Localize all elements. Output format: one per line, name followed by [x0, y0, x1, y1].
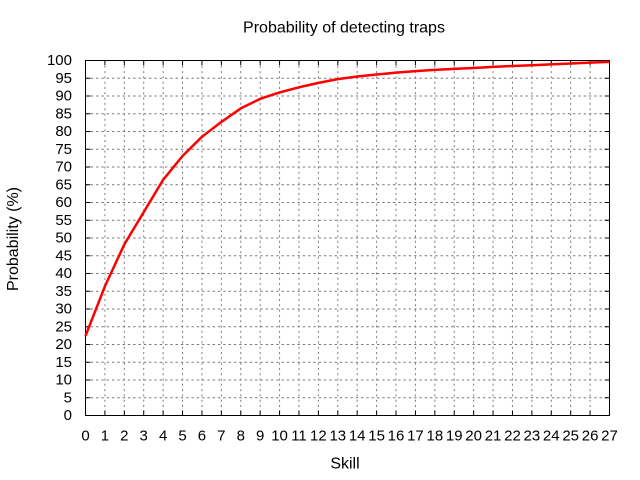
svg-text:8: 8 [237, 428, 245, 445]
svg-text:90: 90 [55, 88, 72, 105]
svg-text:55: 55 [55, 212, 72, 229]
svg-text:5: 5 [64, 389, 72, 406]
svg-text:100: 100 [47, 52, 72, 69]
svg-text:Skill: Skill [330, 456, 359, 473]
svg-text:75: 75 [55, 141, 72, 158]
svg-text:21: 21 [485, 428, 502, 445]
svg-text:60: 60 [55, 194, 72, 211]
svg-text:11: 11 [291, 428, 307, 445]
svg-text:14: 14 [349, 428, 366, 445]
svg-text:85: 85 [55, 105, 72, 122]
svg-text:70: 70 [55, 159, 72, 176]
svg-text:Probability of detecting traps: Probability of detecting traps [243, 19, 445, 36]
svg-text:65: 65 [55, 176, 72, 193]
svg-text:20: 20 [55, 336, 72, 353]
svg-text:2: 2 [120, 428, 128, 445]
svg-text:0: 0 [64, 407, 72, 424]
svg-text:40: 40 [55, 265, 72, 282]
svg-text:15: 15 [55, 354, 72, 371]
svg-text:Probability (%): Probability (%) [5, 187, 22, 291]
svg-text:50: 50 [55, 230, 72, 247]
svg-text:23: 23 [524, 428, 541, 445]
svg-text:13: 13 [329, 428, 346, 445]
svg-text:6: 6 [198, 428, 206, 445]
svg-text:95: 95 [55, 70, 72, 87]
svg-text:30: 30 [55, 301, 72, 318]
svg-text:4: 4 [159, 428, 167, 445]
svg-text:3: 3 [140, 428, 148, 445]
svg-text:26: 26 [582, 428, 599, 445]
svg-text:0: 0 [81, 428, 89, 445]
svg-text:22: 22 [504, 428, 521, 445]
svg-text:1: 1 [101, 428, 109, 445]
svg-text:12: 12 [310, 428, 327, 445]
svg-text:9: 9 [256, 428, 264, 445]
svg-text:24: 24 [543, 428, 560, 445]
svg-text:45: 45 [55, 247, 72, 264]
svg-text:19: 19 [446, 428, 463, 445]
svg-text:17: 17 [407, 428, 424, 445]
svg-text:7: 7 [217, 428, 225, 445]
svg-text:25: 25 [562, 428, 579, 445]
svg-text:35: 35 [55, 283, 72, 300]
svg-text:25: 25 [55, 318, 72, 335]
svg-text:10: 10 [55, 372, 72, 389]
svg-text:27: 27 [601, 428, 618, 445]
svg-text:16: 16 [388, 428, 405, 445]
svg-text:20: 20 [465, 428, 482, 445]
svg-text:15: 15 [368, 428, 385, 445]
svg-text:10: 10 [271, 428, 288, 445]
svg-text:80: 80 [55, 123, 72, 140]
svg-text:18: 18 [426, 428, 443, 445]
svg-text:5: 5 [178, 428, 186, 445]
